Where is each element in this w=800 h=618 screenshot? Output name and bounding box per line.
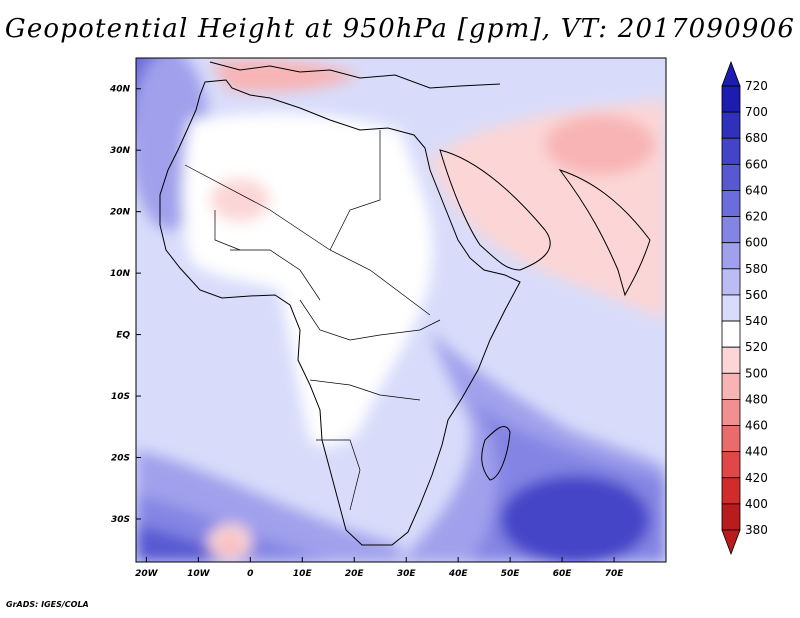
map-figure: 40N 30N 20N 10N EQ 10S 20S 30S 20W 10W 0 10E 20E 30E… — [0, 0, 800, 618]
colorbar-swatch — [722, 164, 740, 190]
colorbar-level-label: 660 — [745, 157, 768, 171]
lon-tick-label: 0 — [247, 569, 253, 579]
colorbar-level-label: 700 — [745, 105, 768, 119]
colorbar-swatch — [722, 347, 740, 373]
colorbar-swatch — [722, 243, 740, 269]
lon-tick-label: 40E — [448, 569, 469, 579]
colorbar-swatch — [722, 452, 740, 478]
colorbar-swatch — [722, 478, 740, 504]
colorbar-level-label: 460 — [745, 419, 768, 433]
colorbar-level-label: 500 — [745, 366, 768, 380]
colorbar-level-label: 640 — [745, 183, 768, 197]
colorbar-swatch — [722, 112, 740, 138]
colorbar-level-label: 620 — [745, 210, 768, 224]
colorbar-swatch — [722, 321, 740, 347]
colorbar-swatch — [722, 138, 740, 164]
lon-tick-label: 10E — [293, 569, 313, 579]
colorbar-swatch — [722, 190, 740, 216]
lat-tick-label: 40N — [109, 85, 131, 95]
colorbar: 720 700 680 660 640 620 600 580 560 540 520 500 480 4… — [722, 62, 768, 554]
colorbar-level-label: 600 — [745, 236, 768, 250]
lon-tick-label: 50E — [501, 569, 521, 579]
colorbar-level-label: 540 — [745, 314, 768, 328]
colorbar-level-label: 480 — [745, 392, 768, 406]
colorbar-swatch — [722, 504, 740, 530]
field-region-sahara-520 — [210, 178, 270, 222]
colorbar-level-label: 580 — [745, 262, 768, 276]
lat-tick-label: 10S — [111, 392, 130, 402]
geopotential-field — [115, 25, 666, 565]
colorbar-level-label: 380 — [745, 523, 768, 537]
grads-credit: GrADS: IGES/COLA — [6, 600, 89, 609]
colorbar-swatch — [722, 86, 740, 112]
colorbar-top-arrow — [722, 62, 740, 86]
lat-tick-label: 30S — [111, 515, 130, 525]
colorbar-level-label: 420 — [745, 471, 768, 485]
colorbar-bottom-arrow — [722, 530, 740, 554]
field-region-atlantic-low-core — [220, 536, 240, 552]
lat-tick-label: EQ — [116, 331, 130, 341]
field-region-indian-high — [500, 475, 650, 565]
lat-tick-label: 20N — [110, 208, 131, 218]
lon-tick-label: 20E — [345, 569, 365, 579]
colorbar-level-label: 720 — [745, 79, 768, 93]
lat-tick-label: 10N — [110, 269, 131, 279]
colorbar-level-label: 680 — [745, 131, 768, 145]
lon-tick-label: 60E — [553, 569, 573, 579]
colorbar-swatch — [722, 373, 740, 399]
colorbar-level-label: 440 — [745, 445, 768, 459]
colorbar-level-label: 520 — [745, 340, 768, 354]
lon-tick-label: 10W — [187, 569, 211, 579]
colorbar-level-label: 400 — [745, 497, 768, 511]
lat-tick-label: 20S — [111, 454, 130, 464]
lon-tick-label: 30E — [397, 569, 417, 579]
lon-tick-label: 70E — [605, 569, 625, 579]
colorbar-swatch — [722, 269, 740, 295]
field-region-pakistan-500 — [545, 115, 655, 175]
colorbar-swatch — [722, 399, 740, 425]
lon-tick-label: 20W — [135, 569, 159, 579]
colorbar-swatch — [722, 295, 740, 321]
colorbar-level-label: 560 — [745, 288, 768, 302]
colorbar-swatch — [722, 426, 740, 452]
colorbar-swatch — [722, 217, 740, 243]
lat-tick-label: 30N — [110, 146, 131, 156]
